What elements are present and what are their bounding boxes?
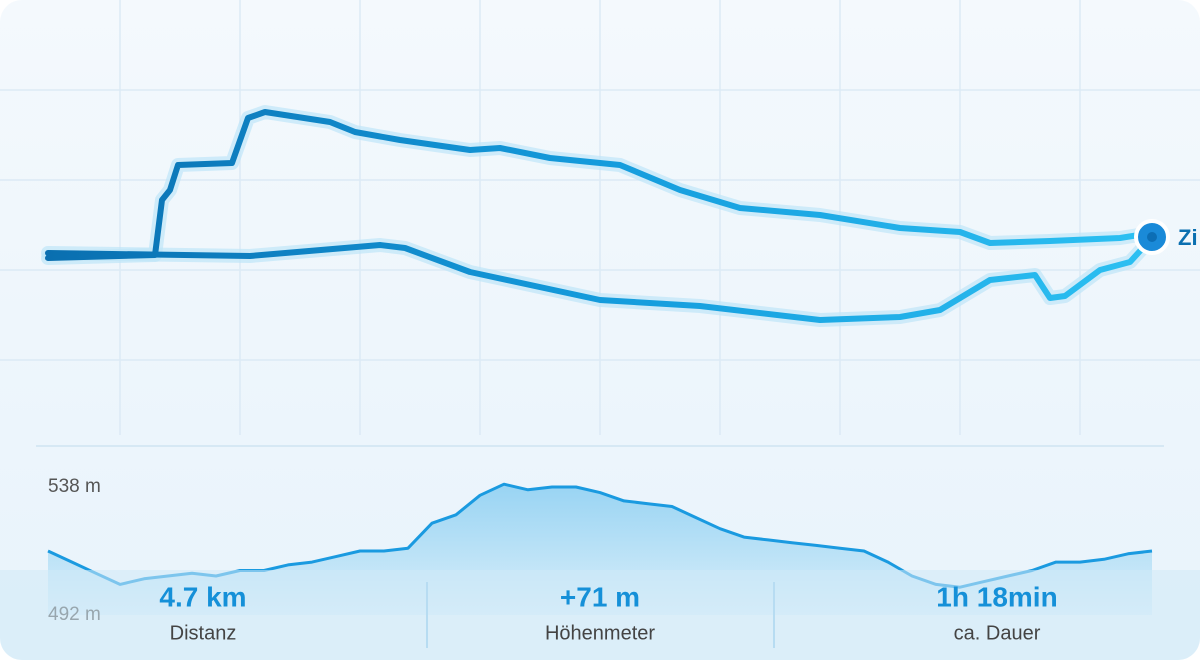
y-tick-label: 538 m <box>48 476 101 497</box>
stat-value: 4.7 km <box>159 581 246 612</box>
route-line <box>45 109 1148 261</box>
end-label: Zi <box>1178 225 1198 250</box>
stat-value: +71 m <box>560 581 640 612</box>
map-grid <box>0 0 1200 435</box>
stats: 4.7 km Distanz +71 m Höhenmeter 1h 18min ca. … <box>159 581 1057 644</box>
stats-panel <box>0 570 1200 660</box>
stat-value: 1h 18min <box>936 581 1057 612</box>
stat-label: Höhenmeter <box>545 622 655 644</box>
stat-label: ca. Dauer <box>954 622 1041 644</box>
route <box>41 105 1157 327</box>
route-line <box>45 237 1153 323</box>
stat-label: Distanz <box>170 622 237 644</box>
end-marker-dot <box>1147 232 1157 242</box>
